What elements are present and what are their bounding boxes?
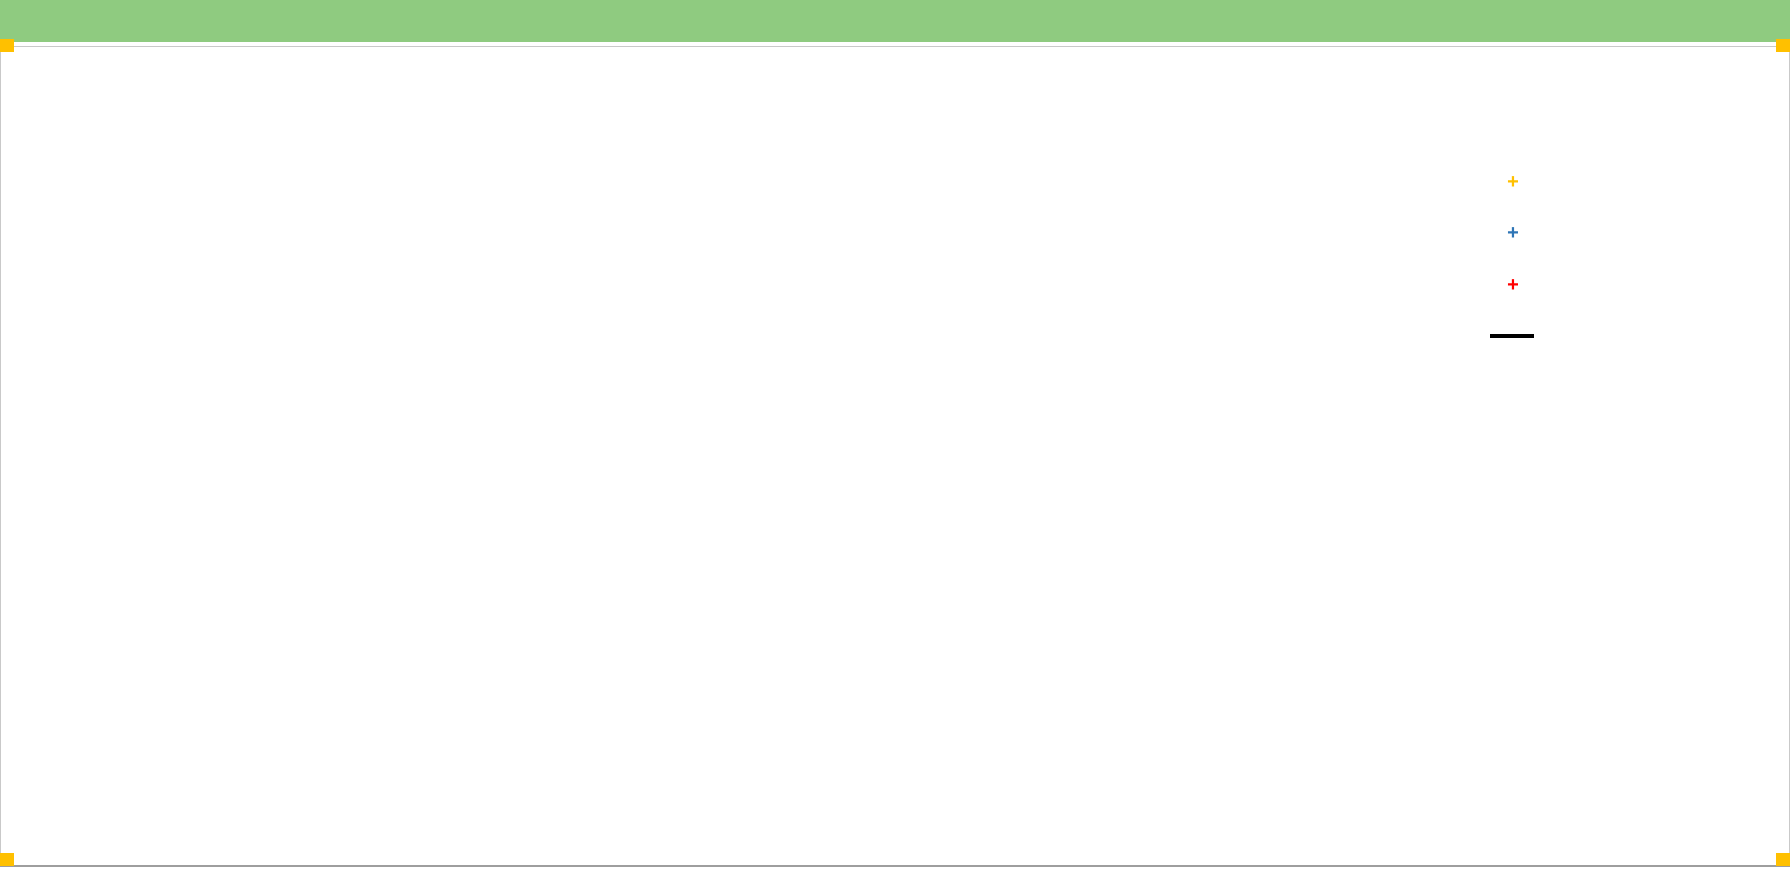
gold-corner-accent: [0, 853, 14, 866]
zero-line-swatch-icon: [1490, 334, 1534, 338]
gold-corner-accent: [1776, 39, 1790, 52]
gold-corner-accent: [0, 39, 14, 52]
plus-marker-icon: +: [1507, 171, 1519, 193]
header-bar: [0, 0, 1790, 42]
gold-corner-accent: [1776, 853, 1790, 866]
legend-item-a07[interactable]: +: [1462, 219, 1710, 247]
plus-marker-icon: +: [1507, 222, 1519, 244]
legend-item-a04[interactable]: +: [1462, 168, 1710, 196]
plus-marker-icon: +: [1507, 274, 1519, 296]
legend-item-zero-line[interactable]: [1462, 322, 1710, 350]
legend-item-a10[interactable]: +: [1462, 271, 1710, 299]
chart-legend: + + +: [1462, 162, 1710, 360]
